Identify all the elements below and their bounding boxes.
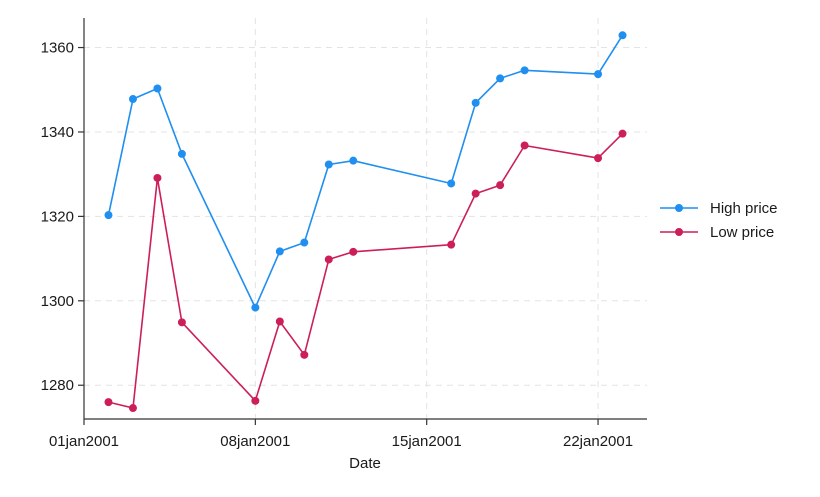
high-price-point — [349, 156, 358, 165]
legend: High price Low price — [660, 200, 778, 241]
low-price-point — [104, 398, 113, 407]
high-price-point — [496, 74, 505, 83]
y-tick-label: 1320 — [41, 208, 74, 225]
low-price-point — [594, 154, 603, 163]
high-price-line — [107, 34, 624, 309]
high-price-point — [153, 84, 162, 93]
low-price-point — [300, 350, 309, 359]
high-price-point — [251, 303, 260, 312]
low-price-point — [128, 404, 137, 413]
low-price-point — [324, 255, 333, 264]
series-group — [104, 31, 627, 413]
high-price-point — [104, 211, 113, 220]
high-price-legend-label: High price — [710, 200, 778, 217]
low-price-legend-label: Low price — [710, 224, 774, 241]
y-tick-label: 1280 — [41, 377, 74, 394]
x-tick-label: 01jan2001 — [49, 433, 119, 450]
x-tick-label: 08jan2001 — [220, 433, 290, 450]
x-tick-label: 22jan2001 — [563, 433, 633, 450]
y-tick-label: 1340 — [41, 124, 74, 141]
high-price-point — [520, 66, 529, 75]
x-axis-label: Date — [349, 455, 381, 472]
low-price-legend-marker — [675, 228, 683, 236]
low-price-point — [153, 173, 162, 182]
high-price-point — [324, 160, 333, 169]
low-price-point — [520, 141, 529, 150]
high-price-point — [594, 70, 603, 79]
low-price-point — [275, 317, 284, 326]
low-price-point — [447, 240, 456, 249]
low-price-point — [618, 129, 627, 138]
low-price-point — [471, 189, 480, 198]
y-tick-label: 1300 — [41, 293, 74, 310]
grid-lines — [83, 18, 647, 419]
high-price-point — [471, 98, 480, 107]
low-price-point — [251, 396, 260, 405]
high-price-point — [128, 95, 137, 104]
y-tick-label: 1360 — [41, 40, 74, 57]
high-price-point — [447, 179, 456, 188]
high-price-legend-marker — [675, 204, 683, 212]
high-price-point — [275, 247, 284, 256]
axes — [83, 18, 647, 420]
high-price-point — [300, 238, 309, 247]
low-price-point — [496, 181, 505, 190]
high-price-point — [618, 31, 627, 40]
low-price-line — [108, 133, 624, 409]
tick-marks: 1280 1300 1320 1340 1360 01jan2001 08jan2001 15… — [41, 40, 633, 450]
high-price-point — [177, 149, 186, 158]
low-price-point — [177, 318, 186, 327]
x-tick-label: 15jan2001 — [392, 433, 462, 450]
low-price-point — [349, 247, 358, 256]
